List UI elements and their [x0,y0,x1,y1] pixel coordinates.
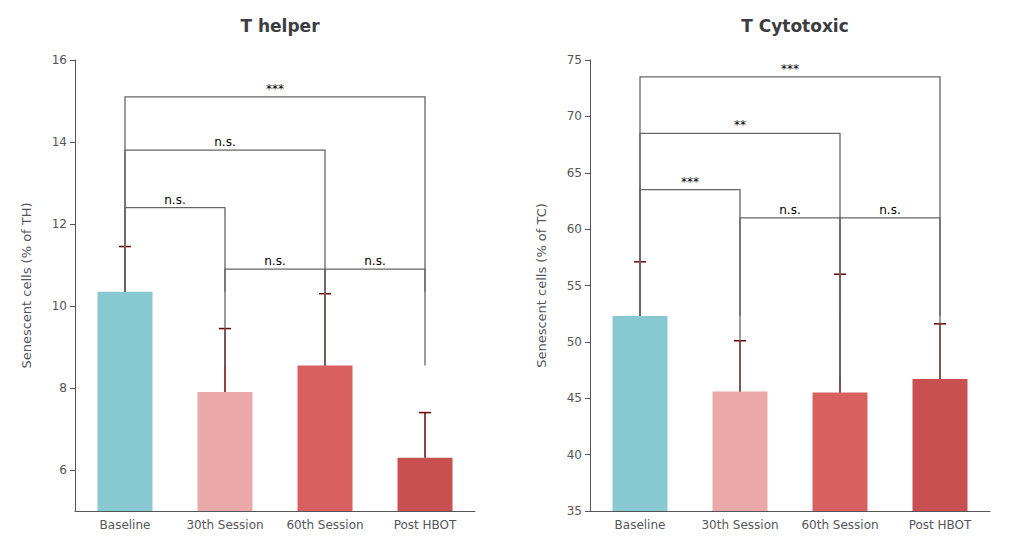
svg-text:T Cytotoxic: T Cytotoxic [741,16,849,36]
svg-text:n.s.: n.s. [214,135,236,149]
svg-text:30th Session: 30th Session [701,518,778,532]
svg-text:n.s.: n.s. [364,254,386,268]
svg-text:**: ** [734,118,746,132]
svg-text:n.s.: n.s. [779,203,801,217]
svg-text:60: 60 [567,222,582,236]
svg-text:14: 14 [52,135,67,149]
svg-text:45: 45 [567,391,582,405]
svg-text:***: *** [781,62,799,76]
svg-text:40: 40 [567,448,582,462]
svg-text:75: 75 [567,53,582,67]
svg-text:55: 55 [567,279,582,293]
svg-text:10: 10 [52,299,67,313]
svg-text:6: 6 [59,463,67,477]
svg-text:Post HBOT: Post HBOT [394,518,457,532]
svg-text:Post HBOT: Post HBOT [909,518,972,532]
svg-text:n.s.: n.s. [879,203,901,217]
svg-text:Baseline: Baseline [100,518,151,532]
svg-text:12: 12 [52,217,67,231]
svg-text:60th Session: 60th Session [286,518,363,532]
svg-text:8: 8 [59,381,67,395]
svg-text:***: *** [266,82,284,96]
svg-text:Senescent cells (% of TH): Senescent cells (% of TH) [19,202,34,368]
svg-text:60th Session: 60th Session [801,518,878,532]
svg-text:70: 70 [567,109,582,123]
svg-text:n.s.: n.s. [164,193,186,207]
svg-text:16: 16 [52,53,67,67]
svg-text:35: 35 [567,504,582,518]
svg-text:30th Session: 30th Session [186,518,263,532]
svg-text:T helper: T helper [240,16,320,36]
svg-text:50: 50 [567,335,582,349]
svg-text:***: *** [681,175,699,189]
svg-text:n.s.: n.s. [264,254,286,268]
svg-text:65: 65 [567,166,582,180]
svg-text:Senescent cells (% of TC): Senescent cells (% of TC) [534,203,549,368]
svg-text:Baseline: Baseline [615,518,666,532]
